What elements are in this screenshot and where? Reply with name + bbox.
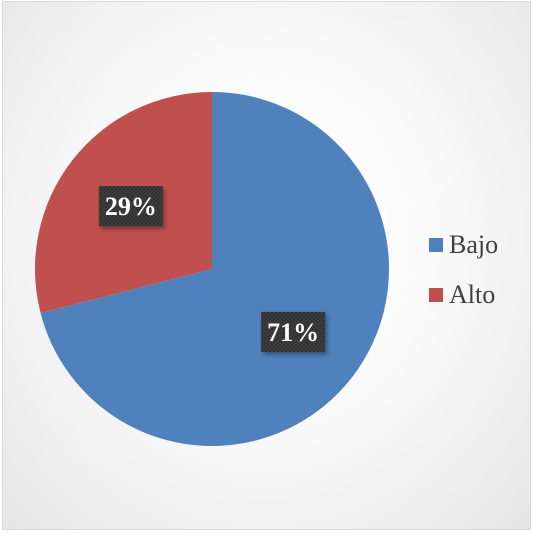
data-label-alto: 29% [98, 186, 163, 227]
legend: Bajo Alto [429, 230, 498, 330]
legend-item-alto: Alto [429, 280, 498, 310]
pie-chart: 71% 29% [35, 92, 389, 447]
legend-swatch-bajo [429, 238, 443, 252]
data-label-box [261, 311, 326, 352]
legend-swatch-alto [429, 288, 443, 302]
pie-slice-bajo [40, 92, 389, 447]
data-label-box [98, 186, 163, 227]
data-label-text: 71% [267, 318, 319, 347]
legend-label-bajo: Bajo [449, 230, 499, 259]
data-label-text: 29% [105, 192, 157, 221]
data-label-bajo: 71% [261, 311, 326, 352]
legend-item-bajo: Bajo [429, 230, 498, 260]
legend-label-alto: Alto [449, 280, 496, 309]
